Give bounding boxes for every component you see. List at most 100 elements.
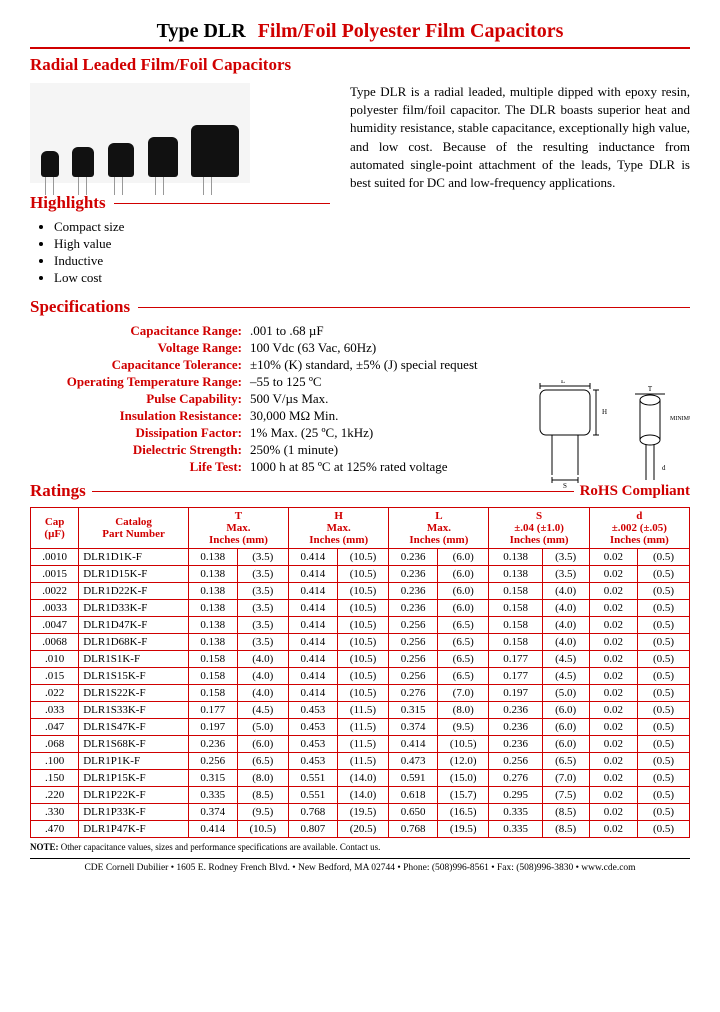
cell: (4.0) bbox=[542, 583, 589, 600]
cell-cap: .068 bbox=[31, 736, 79, 753]
cell: (6.0) bbox=[437, 566, 489, 583]
cell: (0.5) bbox=[638, 549, 690, 566]
cell: 0.158 bbox=[188, 651, 237, 668]
cell-cap: .0047 bbox=[31, 617, 79, 634]
cell: (10.5) bbox=[337, 668, 389, 685]
highlight-item: Inductive bbox=[54, 253, 330, 269]
cell: (0.5) bbox=[638, 736, 690, 753]
cell-part: DLR1D15K-F bbox=[79, 566, 189, 583]
cell: 0.138 bbox=[188, 634, 237, 651]
cell: 0.414 bbox=[289, 651, 338, 668]
cell-cap: .0033 bbox=[31, 600, 79, 617]
svg-text:L: L bbox=[561, 380, 565, 385]
cell: (6.5) bbox=[542, 753, 589, 770]
cell: (4.5) bbox=[237, 702, 289, 719]
cell: (0.5) bbox=[638, 770, 690, 787]
cell: 0.177 bbox=[489, 668, 542, 685]
capacitor-icon bbox=[148, 137, 178, 177]
cell: (3.5) bbox=[237, 549, 289, 566]
title-rule bbox=[30, 47, 690, 49]
cell: 0.256 bbox=[389, 634, 438, 651]
spec-row: Voltage Range:100 Vdc (63 Vac, 60Hz) bbox=[30, 340, 690, 356]
cell: (4.0) bbox=[237, 685, 289, 702]
cell: (0.5) bbox=[638, 804, 690, 821]
capacitor-icon bbox=[41, 151, 59, 177]
cell: 0.158 bbox=[188, 685, 237, 702]
spec-value: ±10% (K) standard, ±5% (J) special reque… bbox=[250, 357, 690, 373]
cell: 0.256 bbox=[188, 753, 237, 770]
svg-text:d: d bbox=[662, 464, 666, 472]
cell: 0.138 bbox=[489, 566, 542, 583]
table-row: .022DLR1S22K-F0.158(4.0)0.414(10.5)0.276… bbox=[31, 685, 690, 702]
product-photo bbox=[30, 83, 250, 183]
cell: 0.276 bbox=[489, 770, 542, 787]
cell: 0.768 bbox=[389, 821, 438, 838]
ratings-table: Cap(µF)CatalogPart NumberTMax.Inches (mm… bbox=[30, 507, 690, 838]
cell-cap: .0015 bbox=[31, 566, 79, 583]
cell: 0.197 bbox=[188, 719, 237, 736]
cell: 0.158 bbox=[489, 634, 542, 651]
cell: 0.618 bbox=[389, 787, 438, 804]
cell: 0.414 bbox=[289, 617, 338, 634]
cell: 0.453 bbox=[289, 719, 338, 736]
cell: (15.7) bbox=[437, 787, 489, 804]
cell: (15.0) bbox=[437, 770, 489, 787]
cell: (4.5) bbox=[542, 651, 589, 668]
table-row: .0022DLR1D22K-F0.138(3.5)0.414(10.5)0.23… bbox=[31, 583, 690, 600]
cell: 0.02 bbox=[589, 770, 637, 787]
cell: (11.5) bbox=[337, 702, 389, 719]
cell: (10.5) bbox=[337, 566, 389, 583]
spec-label: Dielectric Strength: bbox=[30, 442, 250, 458]
cell-cap: .033 bbox=[31, 702, 79, 719]
title-suffix: Film/Foil Polyester Film Capacitors bbox=[258, 20, 564, 42]
cell: (11.5) bbox=[337, 736, 389, 753]
cell: 0.414 bbox=[188, 821, 237, 838]
capacitor-icon bbox=[191, 125, 239, 177]
cell: (9.5) bbox=[237, 804, 289, 821]
cell-cap: .022 bbox=[31, 685, 79, 702]
cell: (12.0) bbox=[437, 753, 489, 770]
cell: 0.650 bbox=[389, 804, 438, 821]
ratings-heading: Ratings bbox=[30, 481, 86, 501]
cell: (8.5) bbox=[237, 787, 289, 804]
table-row: .068DLR1S68K-F0.236(6.0)0.453(11.5)0.414… bbox=[31, 736, 690, 753]
cell-part: DLR1S22K-F bbox=[79, 685, 189, 702]
ratings-rule bbox=[92, 491, 574, 492]
highlights-list: Compact sizeHigh valueInductiveLow cost bbox=[54, 219, 330, 286]
th-part: CatalogPart Number bbox=[79, 508, 189, 549]
cell: 0.236 bbox=[389, 583, 438, 600]
note-text: Other capacitance values, sizes and perf… bbox=[61, 842, 381, 852]
cell: (4.0) bbox=[237, 668, 289, 685]
th-dim: d±.002 (±.05)Inches (mm) bbox=[589, 508, 689, 549]
cell: 0.335 bbox=[188, 787, 237, 804]
cell: (0.5) bbox=[638, 634, 690, 651]
cell: (10.5) bbox=[437, 736, 489, 753]
cell: (6.5) bbox=[437, 651, 489, 668]
cell: (6.0) bbox=[237, 736, 289, 753]
svg-text:H: H bbox=[602, 408, 607, 416]
cell: (0.5) bbox=[638, 821, 690, 838]
cell: (10.5) bbox=[237, 821, 289, 838]
spec-value: .001 to .68 µF bbox=[250, 323, 690, 339]
cell: (10.5) bbox=[337, 583, 389, 600]
cell-part: DLR1P33K-F bbox=[79, 804, 189, 821]
cell: 0.02 bbox=[589, 685, 637, 702]
note: NOTE: Other capacitance values, sizes an… bbox=[30, 842, 690, 852]
spec-label: Life Test: bbox=[30, 459, 250, 475]
cell: (8.5) bbox=[542, 821, 589, 838]
cell: (6.0) bbox=[437, 549, 489, 566]
cell: 0.256 bbox=[489, 753, 542, 770]
cell: 0.236 bbox=[489, 736, 542, 753]
cell: (14.0) bbox=[337, 787, 389, 804]
cell: 0.315 bbox=[389, 702, 438, 719]
cell: (10.5) bbox=[337, 685, 389, 702]
spec-row: Capacitance Tolerance:±10% (K) standard,… bbox=[30, 357, 690, 373]
svg-text:S: S bbox=[563, 482, 567, 490]
cell-part: DLR1D22K-F bbox=[79, 583, 189, 600]
specs-heading-label: Specifications bbox=[30, 297, 130, 317]
cell: (4.5) bbox=[542, 668, 589, 685]
table-row: .010DLR1S1K-F0.158(4.0)0.414(10.5)0.256(… bbox=[31, 651, 690, 668]
cell: (0.5) bbox=[638, 685, 690, 702]
cell: (20.5) bbox=[337, 821, 389, 838]
cell: 0.414 bbox=[289, 685, 338, 702]
